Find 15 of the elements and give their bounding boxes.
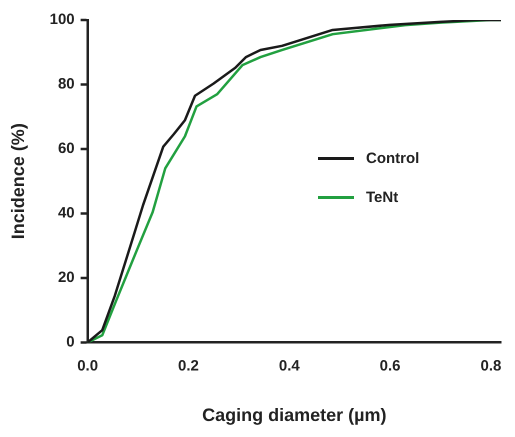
y-tick-label: 80 bbox=[58, 76, 75, 93]
legend-label: TeNt bbox=[366, 189, 398, 206]
legend-label: Control bbox=[366, 150, 420, 167]
y-tick-label: 60 bbox=[58, 140, 75, 158]
y-tick-label: 40 bbox=[58, 204, 75, 222]
x-tick-label: 0.0 bbox=[77, 358, 98, 375]
x-tick-label: 0.4 bbox=[278, 358, 300, 375]
y-tick-label: 100 bbox=[50, 11, 75, 28]
x-tick-label: 0.2 bbox=[178, 358, 199, 375]
x-tick-label: 0.6 bbox=[380, 358, 401, 375]
y-tick-label: 20 bbox=[58, 269, 75, 286]
x-axis-title: Caging diameter (µm) bbox=[202, 405, 387, 426]
x-tick-label: 0.8 bbox=[480, 358, 502, 375]
y-axis-title: Incidence (%) bbox=[8, 123, 28, 240]
y-tick-label: 0 bbox=[66, 334, 75, 351]
